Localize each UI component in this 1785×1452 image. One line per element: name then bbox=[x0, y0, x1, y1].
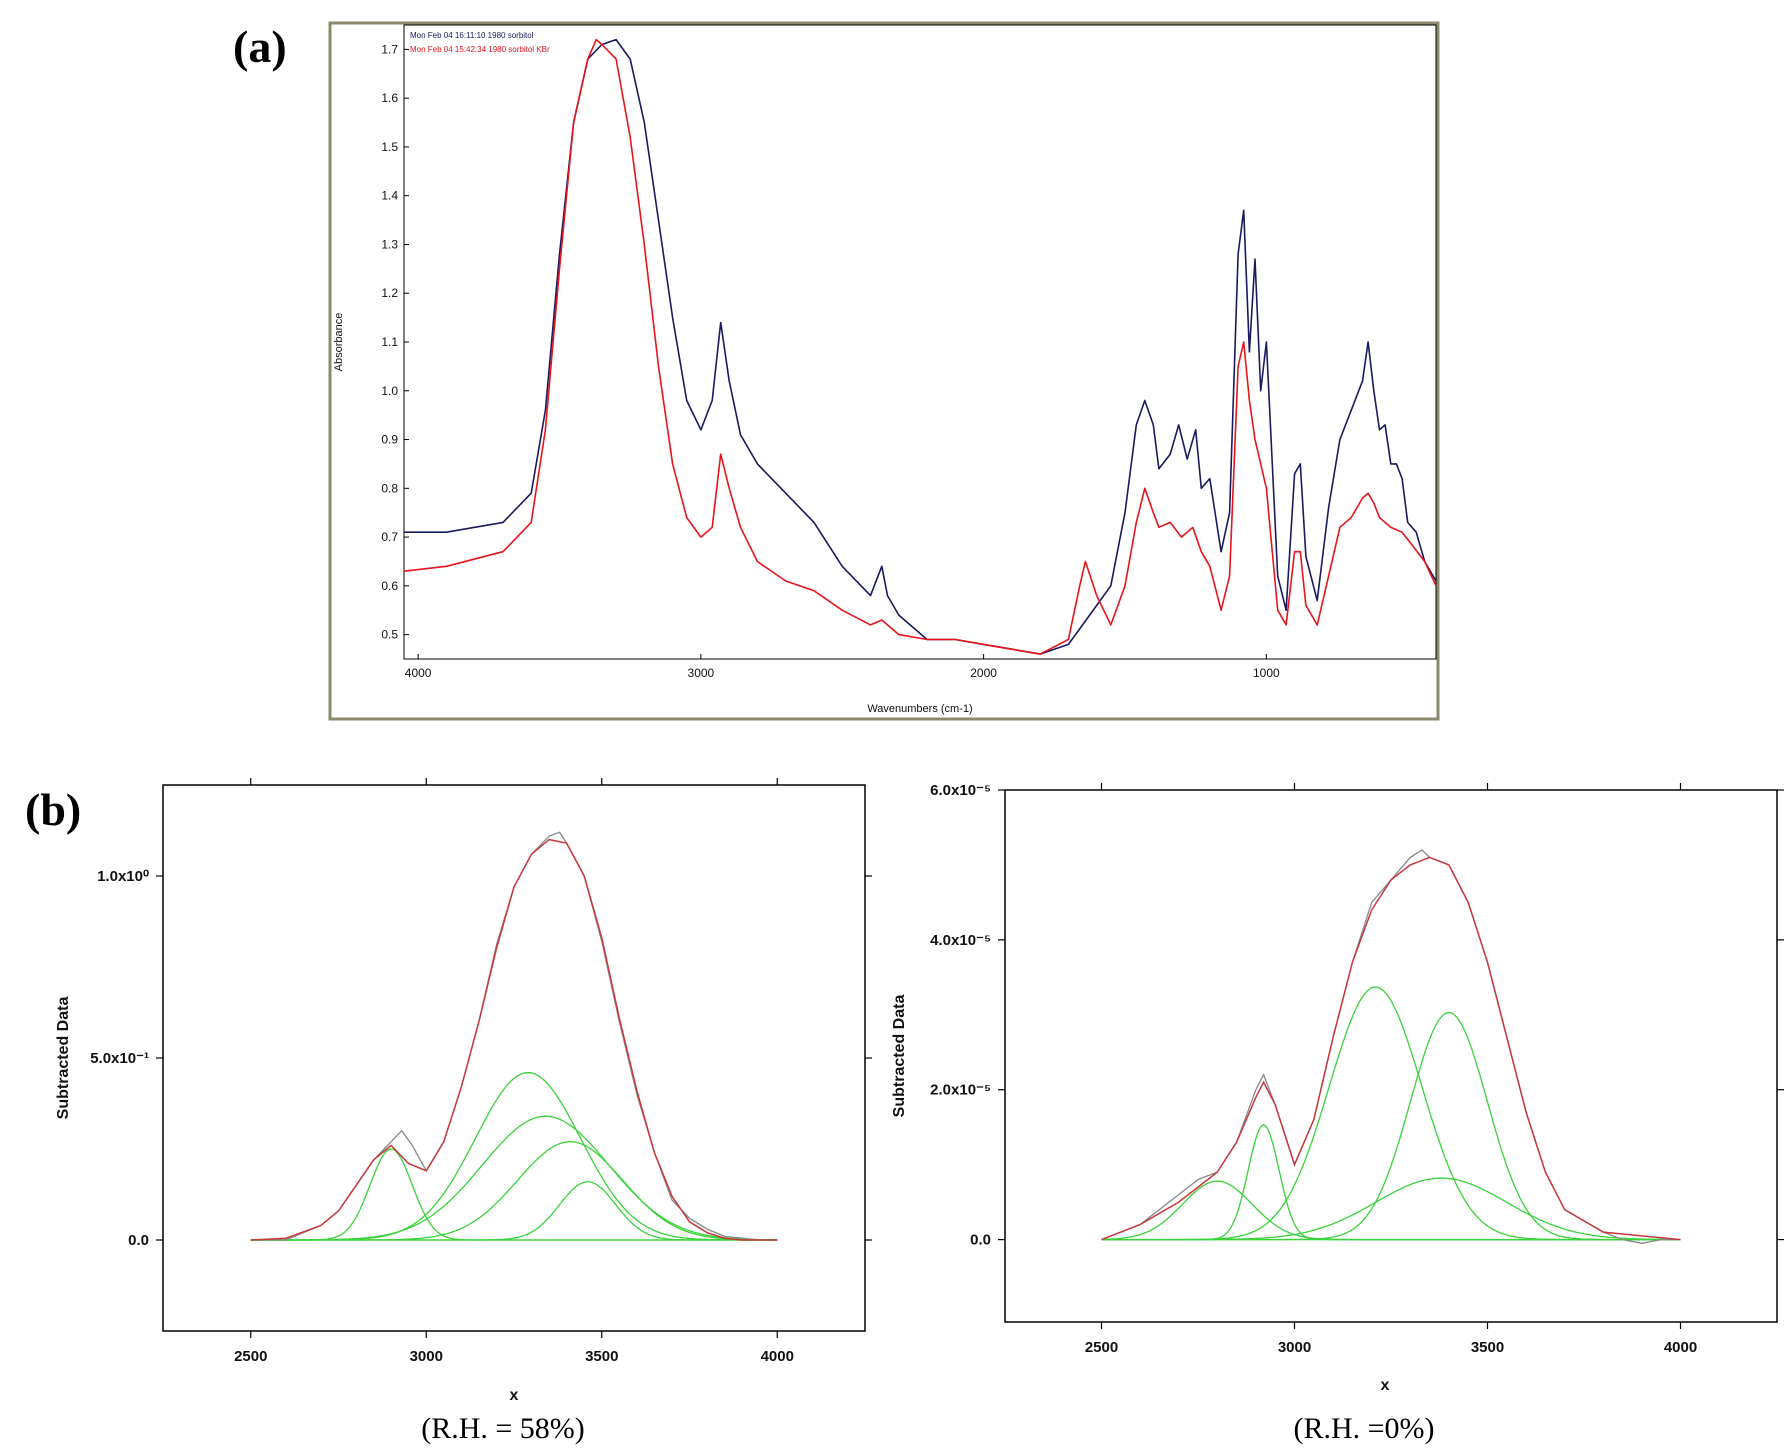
chart-b-left-plot-area bbox=[162, 784, 866, 1332]
y-tick-label: 2.0x10⁻⁵ bbox=[930, 1082, 991, 1099]
y-tick-label: 0.0 bbox=[970, 1232, 991, 1249]
y-axis-label: Absorbance bbox=[333, 313, 345, 372]
series-line-red bbox=[403, 38, 1437, 655]
x-tick-label: 2500 bbox=[234, 1348, 267, 1365]
x-axis-label: x bbox=[510, 1387, 519, 1404]
y-axis-label: Subtracted Data bbox=[55, 997, 72, 1120]
y-tick-label: 0.7 bbox=[381, 530, 398, 544]
x-tick-label: 3500 bbox=[585, 1348, 618, 1365]
y-tick-label: 6.0x10⁻⁵ bbox=[930, 782, 991, 799]
y-tick-label: 1.5 bbox=[381, 140, 398, 154]
y-tick-label: 1.3 bbox=[381, 237, 398, 251]
y-tick-label: 0.5 bbox=[381, 628, 398, 642]
x-tick-label: 2000 bbox=[970, 666, 997, 680]
series-line-blue bbox=[404, 38, 1437, 655]
fit-envelope-line bbox=[1101, 856, 1681, 1241]
panel-label-b: (b) bbox=[25, 784, 81, 835]
chart-a: 0.50.60.70.80.91.01.11.21.31.41.51.61.7 … bbox=[328, 21, 1440, 721]
y-tick-label: 1.7 bbox=[381, 42, 398, 56]
chart-b-right-plot-area bbox=[1004, 789, 1778, 1323]
legend-entry: Mon Feb 04 15:42:34 1980 sorbitol KBr bbox=[410, 45, 550, 54]
caption-left: (R.H. = 58%) bbox=[421, 1412, 585, 1445]
chart-b-right: 0.0 2.0x10⁻⁵ 4.0x10⁻⁵ 6.0x10⁻⁵ 2500 3000 3500… bbox=[891, 782, 1784, 1394]
x-tick-label: 2500 bbox=[1085, 1339, 1118, 1356]
y-tick-label: 0.6 bbox=[381, 579, 398, 593]
y-axis-label: Subtracted Data bbox=[891, 995, 908, 1118]
x-tick-label: 3500 bbox=[1471, 1339, 1504, 1356]
y-tick-label: 5.0x10⁻¹ bbox=[90, 1050, 149, 1067]
y-tick-label: 1.6 bbox=[381, 91, 398, 105]
y-tick-label: 1.4 bbox=[381, 189, 398, 203]
y-tick-label: 1.1 bbox=[381, 335, 398, 349]
x-tick-label: 3000 bbox=[1278, 1339, 1311, 1356]
chart-b-left: 0.0 5.0x10⁻¹ 1.0x10⁰ 2500 3000 3500 4000 Subt… bbox=[55, 778, 872, 1404]
y-tick-label: 1.0 bbox=[381, 384, 398, 398]
x-tick-label: 4000 bbox=[1664, 1339, 1697, 1356]
x-tick-label: 3000 bbox=[688, 666, 715, 680]
x-tick-label: 1000 bbox=[1253, 666, 1280, 680]
y-tick-label: 4.0x10⁻⁵ bbox=[930, 932, 991, 949]
x-axis-label: Wavenumbers (cm-1) bbox=[867, 703, 972, 715]
chart-a-frame bbox=[328, 21, 1440, 721]
x-tick-label: 4000 bbox=[761, 1348, 794, 1365]
y-tick-label: 1.2 bbox=[381, 286, 398, 300]
caption-right: (R.H. =0%) bbox=[1293, 1412, 1434, 1445]
legend-entry: Mon Feb 04 16:11:10 1980 sorbitol bbox=[410, 31, 534, 40]
y-tick-label: 1.0x10⁰ bbox=[97, 868, 149, 885]
y-tick-label: 0.9 bbox=[381, 433, 398, 447]
x-axis-label: x bbox=[1381, 1377, 1390, 1394]
y-tick-label: 0.0 bbox=[128, 1232, 149, 1249]
fit-envelope-line bbox=[250, 838, 778, 1241]
y-tick-label: 0.8 bbox=[381, 481, 398, 495]
x-tick-label: 3000 bbox=[410, 1348, 443, 1365]
panel-label-a: (a) bbox=[233, 21, 287, 72]
x-tick-label: 4000 bbox=[405, 666, 432, 680]
